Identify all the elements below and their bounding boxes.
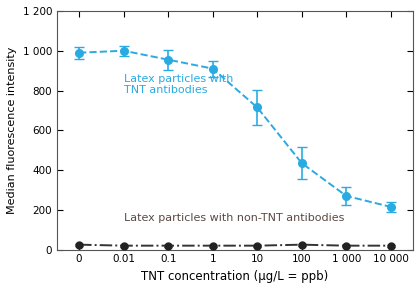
Text: Latex particles with non-TNT antibodies: Latex particles with non-TNT antibodies <box>123 213 344 223</box>
Y-axis label: Median fluorescence intensity: Median fluorescence intensity <box>7 47 17 214</box>
Text: Latex particles with
TNT antibodies: Latex particles with TNT antibodies <box>123 74 233 95</box>
X-axis label: TNT concentration (μg/L = ppb): TNT concentration (μg/L = ppb) <box>142 270 328 283</box>
